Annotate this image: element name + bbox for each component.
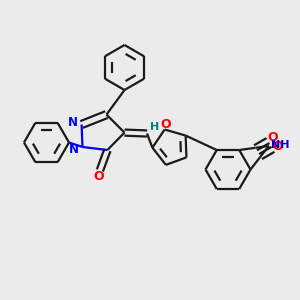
Text: N: N bbox=[68, 116, 78, 130]
Text: O: O bbox=[93, 170, 104, 184]
Text: O: O bbox=[161, 118, 172, 130]
Text: O: O bbox=[272, 140, 283, 153]
Text: H: H bbox=[150, 122, 159, 132]
Text: O: O bbox=[267, 131, 278, 144]
Text: NH: NH bbox=[271, 140, 289, 150]
Text: N: N bbox=[69, 143, 79, 156]
